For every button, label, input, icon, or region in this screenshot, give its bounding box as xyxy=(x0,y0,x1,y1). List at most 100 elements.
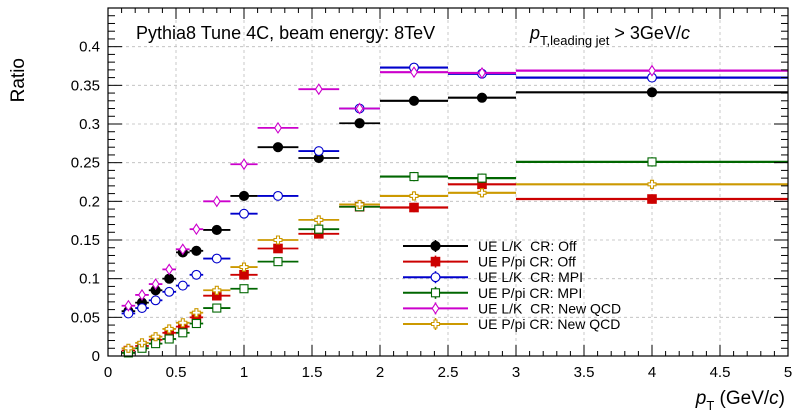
legend-item: UE L/K CR: MPI xyxy=(403,269,583,285)
data-point xyxy=(647,157,657,167)
legend-label: UE P/pi CR: New QCD xyxy=(478,316,620,332)
legend-marker xyxy=(431,302,440,315)
data-point xyxy=(410,66,418,79)
x-tick-label: 5 xyxy=(784,364,792,381)
data-point xyxy=(354,118,365,129)
axis-ticks: 0 0.5 1 1.5 2 2.5 3 3.5 4 4.5 5 0 0.05 0.1 0.15 0.2 0.25… xyxy=(71,8,792,381)
y-tick-label: 0.15 xyxy=(71,232,100,249)
chart-title: Pythia8 Tune 4C, beam energy: 8TeV xyxy=(136,23,435,43)
data-point xyxy=(273,190,283,201)
data-point xyxy=(313,146,324,157)
data-point xyxy=(165,263,174,276)
y-tick-label: 0.4 xyxy=(79,39,100,56)
data-point xyxy=(314,224,324,234)
legend-marker xyxy=(430,240,441,252)
data-point xyxy=(477,188,487,198)
legend-label: UE L/K CR: MPI xyxy=(478,269,583,285)
data-point xyxy=(177,280,188,291)
data-point xyxy=(409,202,419,213)
y-axis-title: Ratio xyxy=(8,58,29,102)
data-point xyxy=(151,332,161,342)
x-tick-label: 1.5 xyxy=(302,364,323,381)
data-point xyxy=(648,64,656,77)
data-point xyxy=(240,158,248,171)
legend-label: UE P/pi CR: Off xyxy=(478,254,576,270)
data-point xyxy=(647,179,657,189)
x-tick-label: 3.5 xyxy=(574,364,595,381)
data-point xyxy=(211,253,222,264)
data-point xyxy=(408,95,420,106)
legend-item: UE P/pi CR: New QCD xyxy=(403,316,620,332)
data-point xyxy=(239,284,249,294)
data-point xyxy=(238,190,250,202)
legend-item: UE P/pi CR: Off xyxy=(403,254,576,270)
y-tick-label: 0.3 xyxy=(79,116,100,133)
x-tick-label: 4 xyxy=(648,364,656,381)
data-point xyxy=(164,286,175,297)
data-point xyxy=(646,87,658,98)
data-point xyxy=(138,288,146,301)
data-point xyxy=(239,262,249,272)
legend-marker xyxy=(430,256,441,267)
data-point xyxy=(355,102,364,115)
data-point xyxy=(164,334,174,344)
data-point xyxy=(212,303,222,313)
x-tick-label: 1 xyxy=(240,364,248,381)
data-point xyxy=(151,278,160,291)
series-2 xyxy=(121,62,788,319)
data-point xyxy=(355,199,365,209)
pt-cut-annotation: pT,leading jet > 3GeV/c xyxy=(529,23,690,48)
data-point xyxy=(239,270,249,280)
data-point xyxy=(272,142,284,153)
y-tick-label: 0.35 xyxy=(71,77,100,94)
y-tick-label: 0.25 xyxy=(71,155,100,172)
data-point xyxy=(647,194,657,204)
data-point xyxy=(124,299,133,312)
data-point xyxy=(178,318,188,328)
legend-marker xyxy=(430,288,441,298)
x-axis-title: pT (GeV/c) xyxy=(695,388,785,413)
data-point xyxy=(273,235,283,245)
data-point xyxy=(314,83,323,96)
legend-label: UE L/K CR: New QCD xyxy=(478,300,621,316)
data-point xyxy=(192,223,201,236)
legend-marker xyxy=(430,272,441,283)
data-point xyxy=(191,308,201,318)
legend-label: UE P/pi CR: MPI xyxy=(478,285,582,301)
data-point xyxy=(273,257,283,267)
x-tick-label: 0.5 xyxy=(166,364,187,381)
x-tick-label: 4.5 xyxy=(710,364,731,381)
data-point xyxy=(137,338,147,348)
data-point xyxy=(409,191,419,201)
grid xyxy=(108,8,788,356)
series-5 xyxy=(121,179,788,353)
data-point xyxy=(212,285,222,295)
data-point xyxy=(137,303,147,314)
data-point xyxy=(164,273,175,284)
data-series xyxy=(121,62,788,358)
y-tick-label: 0 xyxy=(92,348,100,365)
legend-label: UE L/K CR: Off xyxy=(478,238,577,254)
data-point xyxy=(409,172,419,182)
legend-item: UE L/K CR: Off xyxy=(403,238,577,254)
data-point xyxy=(191,269,202,280)
x-tick-label: 0 xyxy=(104,364,112,381)
y-tick-label: 0.2 xyxy=(79,193,100,210)
x-tick-label: 2 xyxy=(376,364,384,381)
x-tick-label: 3 xyxy=(512,364,520,381)
data-point xyxy=(150,295,161,306)
data-point xyxy=(478,66,486,79)
data-point xyxy=(477,173,487,183)
data-point xyxy=(191,318,201,329)
data-point xyxy=(212,195,221,208)
y-tick-label: 0.1 xyxy=(79,271,100,288)
data-point xyxy=(123,343,133,353)
data-point xyxy=(191,245,202,256)
y-tick-label: 0.05 xyxy=(71,309,100,326)
data-point xyxy=(211,224,222,236)
data-point xyxy=(273,243,283,254)
data-point xyxy=(239,208,249,219)
data-point xyxy=(164,324,174,334)
